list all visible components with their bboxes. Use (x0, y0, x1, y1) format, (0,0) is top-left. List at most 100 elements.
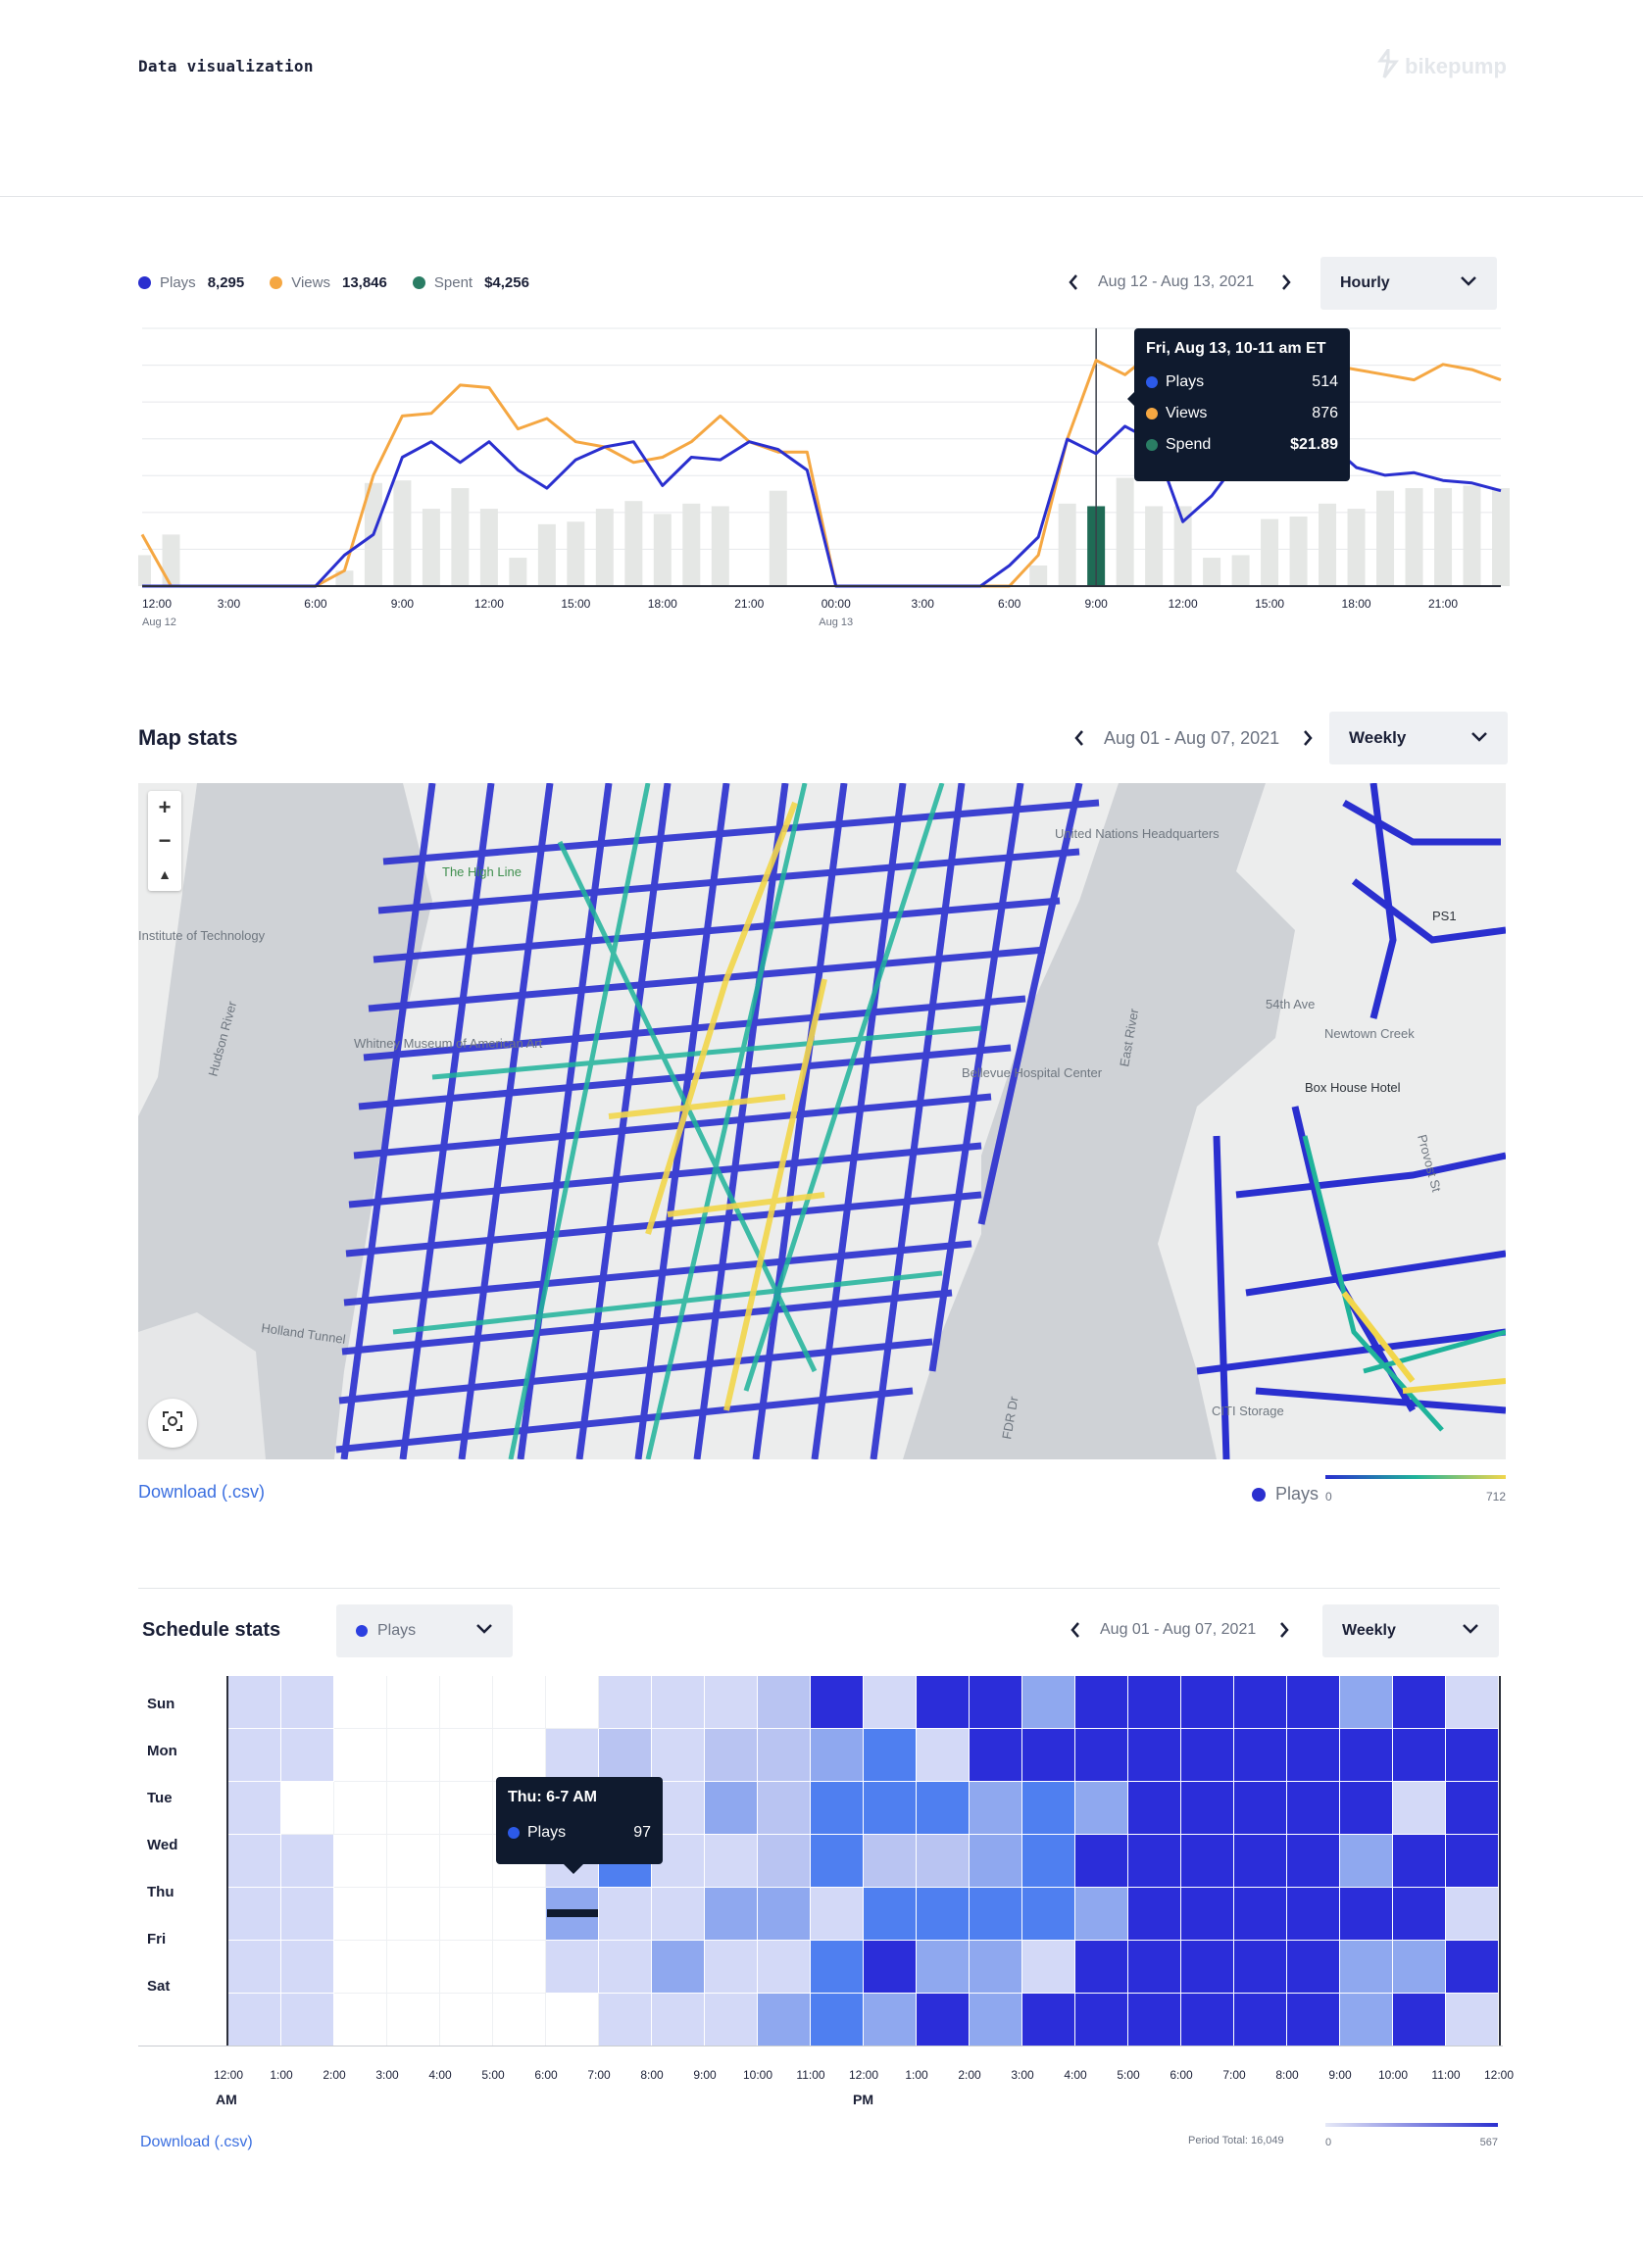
spent-bar[interactable] (1058, 503, 1076, 586)
heatmap-cell[interactable] (1287, 1729, 1340, 1782)
chevron-right-icon[interactable] (1297, 727, 1319, 749)
heatmap-cell[interactable] (228, 1782, 281, 1835)
zoom-out-button[interactable]: − (158, 828, 172, 853)
heatmap-cell[interactable] (546, 1994, 599, 2046)
spent-bar[interactable] (711, 506, 729, 586)
heatmap-cell[interactable] (493, 1729, 546, 1782)
heatmap-cell[interactable] (970, 1888, 1022, 1941)
heatmap-cell[interactable] (1234, 1994, 1287, 2046)
heatmap-cell[interactable] (387, 1729, 440, 1782)
heatmap-cell[interactable] (1181, 1888, 1234, 1941)
heatmap-cell[interactable] (1181, 1941, 1234, 1994)
heatmap-cell[interactable] (334, 1835, 387, 1888)
heatmap-cell[interactable] (440, 1941, 493, 1994)
heatmap-cell[interactable] (334, 1994, 387, 2046)
heatmap-cell[interactable] (1128, 1941, 1181, 1994)
heatmap-cell[interactable] (652, 1676, 705, 1729)
heatmap-cell[interactable] (917, 1888, 970, 1941)
heatmap-cell[interactable] (705, 1994, 758, 2046)
heatmap-cell[interactable] (1022, 1941, 1075, 1994)
heatmap-cell[interactable] (1393, 1835, 1446, 1888)
heatmap-cell[interactable] (546, 1941, 599, 1994)
spent-bar[interactable] (1203, 558, 1221, 586)
heatmap-cell[interactable] (387, 1835, 440, 1888)
heatmap-cell[interactable] (281, 1676, 334, 1729)
spent-bar[interactable] (1231, 555, 1250, 586)
heatmap-cell[interactable] (440, 1676, 493, 1729)
heatmap-cell[interactable] (864, 1782, 917, 1835)
granularity-select[interactable]: Hourly (1320, 257, 1497, 310)
heatmap-cell[interactable] (705, 1941, 758, 1994)
heatmap-cell[interactable] (1022, 1676, 1075, 1729)
heatmap-cell[interactable] (1128, 1729, 1181, 1782)
heatmap-cell[interactable] (228, 1994, 281, 2046)
heatmap-cell[interactable] (1287, 1835, 1340, 1888)
heatmap-cell[interactable] (705, 1835, 758, 1888)
heatmap-cell[interactable] (917, 1835, 970, 1888)
spent-bar[interactable] (1347, 509, 1366, 586)
heatmap-cell[interactable] (599, 1994, 652, 2046)
heatmap-cell[interactable] (1075, 1994, 1128, 2046)
spent-bar[interactable] (1463, 485, 1481, 586)
heatmap-cell[interactable] (811, 1994, 864, 2046)
heatmap-cell[interactable] (1446, 1994, 1499, 2046)
heatmap-cell[interactable] (1234, 1676, 1287, 1729)
heatmap-cell[interactable] (493, 1676, 546, 1729)
heatmap-cell[interactable] (1181, 1676, 1234, 1729)
heatmap-cell[interactable] (1393, 1994, 1446, 2046)
heatmap-cell[interactable] (1393, 1782, 1446, 1835)
spent-bar[interactable] (1319, 503, 1337, 586)
spent-bar[interactable] (1405, 488, 1423, 586)
heatmap-cell[interactable] (1181, 1835, 1234, 1888)
heatmap-cell[interactable] (811, 1676, 864, 1729)
heatmap-cell[interactable] (970, 1729, 1022, 1782)
spent-bar[interactable] (162, 534, 180, 586)
heatmap-cell[interactable] (493, 1994, 546, 2046)
heatmap-cell[interactable] (1393, 1888, 1446, 1941)
spent-bar[interactable] (537, 523, 556, 586)
chevron-right-icon[interactable] (1273, 1619, 1295, 1641)
heatmap-cell[interactable] (546, 1676, 599, 1729)
heatmap-cell[interactable] (864, 1729, 917, 1782)
heatmap-cell[interactable] (811, 1835, 864, 1888)
heatmap-cell[interactable] (281, 1835, 334, 1888)
heatmap-cell[interactable] (1022, 1782, 1075, 1835)
chevron-left-icon[interactable] (1065, 1619, 1086, 1641)
heatmap-cell[interactable] (970, 1941, 1022, 1994)
heatmap-cell[interactable] (917, 1729, 970, 1782)
heatmap-cell[interactable] (1022, 1994, 1075, 2046)
heatmap-cell[interactable] (1128, 1676, 1181, 1729)
heatmap-cell[interactable] (758, 1994, 811, 2046)
heatmap-cell[interactable] (1446, 1676, 1499, 1729)
heatmap-cell[interactable] (1181, 1782, 1234, 1835)
heatmap-cell[interactable] (652, 1729, 705, 1782)
spent-bar[interactable] (1289, 516, 1308, 586)
heatmap-cell[interactable] (440, 1835, 493, 1888)
heatmap-cell[interactable] (1234, 1941, 1287, 1994)
heatmap-cell[interactable] (228, 1676, 281, 1729)
heatmap-cell[interactable] (228, 1729, 281, 1782)
heatmap-cell[interactable] (970, 1782, 1022, 1835)
heatmap-cell[interactable] (281, 1782, 334, 1835)
heatmap-cell[interactable] (1446, 1729, 1499, 1782)
heatmap-cell[interactable] (281, 1994, 334, 2046)
heatmap-cell[interactable] (281, 1941, 334, 1994)
heatmap-cell[interactable] (1340, 1676, 1393, 1729)
heatmap-cell[interactable] (1075, 1729, 1128, 1782)
heatmap-cell[interactable] (1393, 1729, 1446, 1782)
heatmap-cell[interactable] (440, 1729, 493, 1782)
heatmap-cell[interactable] (387, 1676, 440, 1729)
heatmap-cell[interactable] (758, 1888, 811, 1941)
heatmap-cell[interactable] (652, 1941, 705, 1994)
heatmap-cell[interactable] (334, 1729, 387, 1782)
heatmap-cell[interactable] (917, 1941, 970, 1994)
heatmap-cell[interactable] (599, 1729, 652, 1782)
heatmap-cell[interactable] (1287, 1676, 1340, 1729)
heatmap-cell[interactable] (970, 1676, 1022, 1729)
spent-bar[interactable] (1173, 506, 1192, 586)
heatmap-cell[interactable] (811, 1888, 864, 1941)
spent-bar[interactable] (1376, 490, 1395, 586)
heatmap-cell[interactable] (546, 1729, 599, 1782)
spent-bar[interactable] (1029, 565, 1048, 586)
heatmap-cell[interactable] (1128, 1888, 1181, 1941)
